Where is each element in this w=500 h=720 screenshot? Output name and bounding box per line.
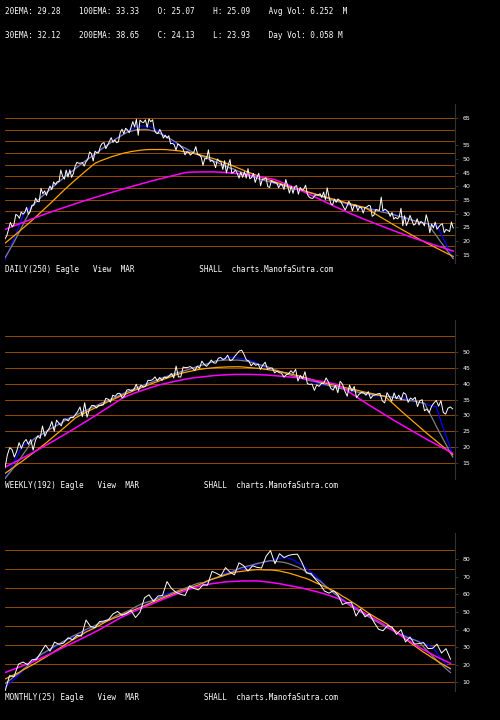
Text: WEEKLY(192) Eagle   View  MAR              SHALL  charts.ManofaSutra.com: WEEKLY(192) Eagle View MAR SHALL charts.… <box>5 481 338 490</box>
Text: DAILY(250) Eagle   View  MAR              SHALL  charts.ManofaSutra.com: DAILY(250) Eagle View MAR SHALL charts.M… <box>5 265 334 274</box>
Text: 20EMA: 29.28    100EMA: 33.33    O: 25.07    H: 25.09    Avg Vol: 6.252  M: 20EMA: 29.28 100EMA: 33.33 O: 25.07 H: 2… <box>5 7 347 17</box>
Text: 30EMA: 32.12    200EMA: 38.65    C: 24.13    L: 23.93    Day Vol: 0.058 M: 30EMA: 32.12 200EMA: 38.65 C: 24.13 L: 2… <box>5 31 342 40</box>
Text: MONTHLY(25) Eagle   View  MAR              SHALL  charts.ManofaSutra.com: MONTHLY(25) Eagle View MAR SHALL charts.… <box>5 693 338 702</box>
